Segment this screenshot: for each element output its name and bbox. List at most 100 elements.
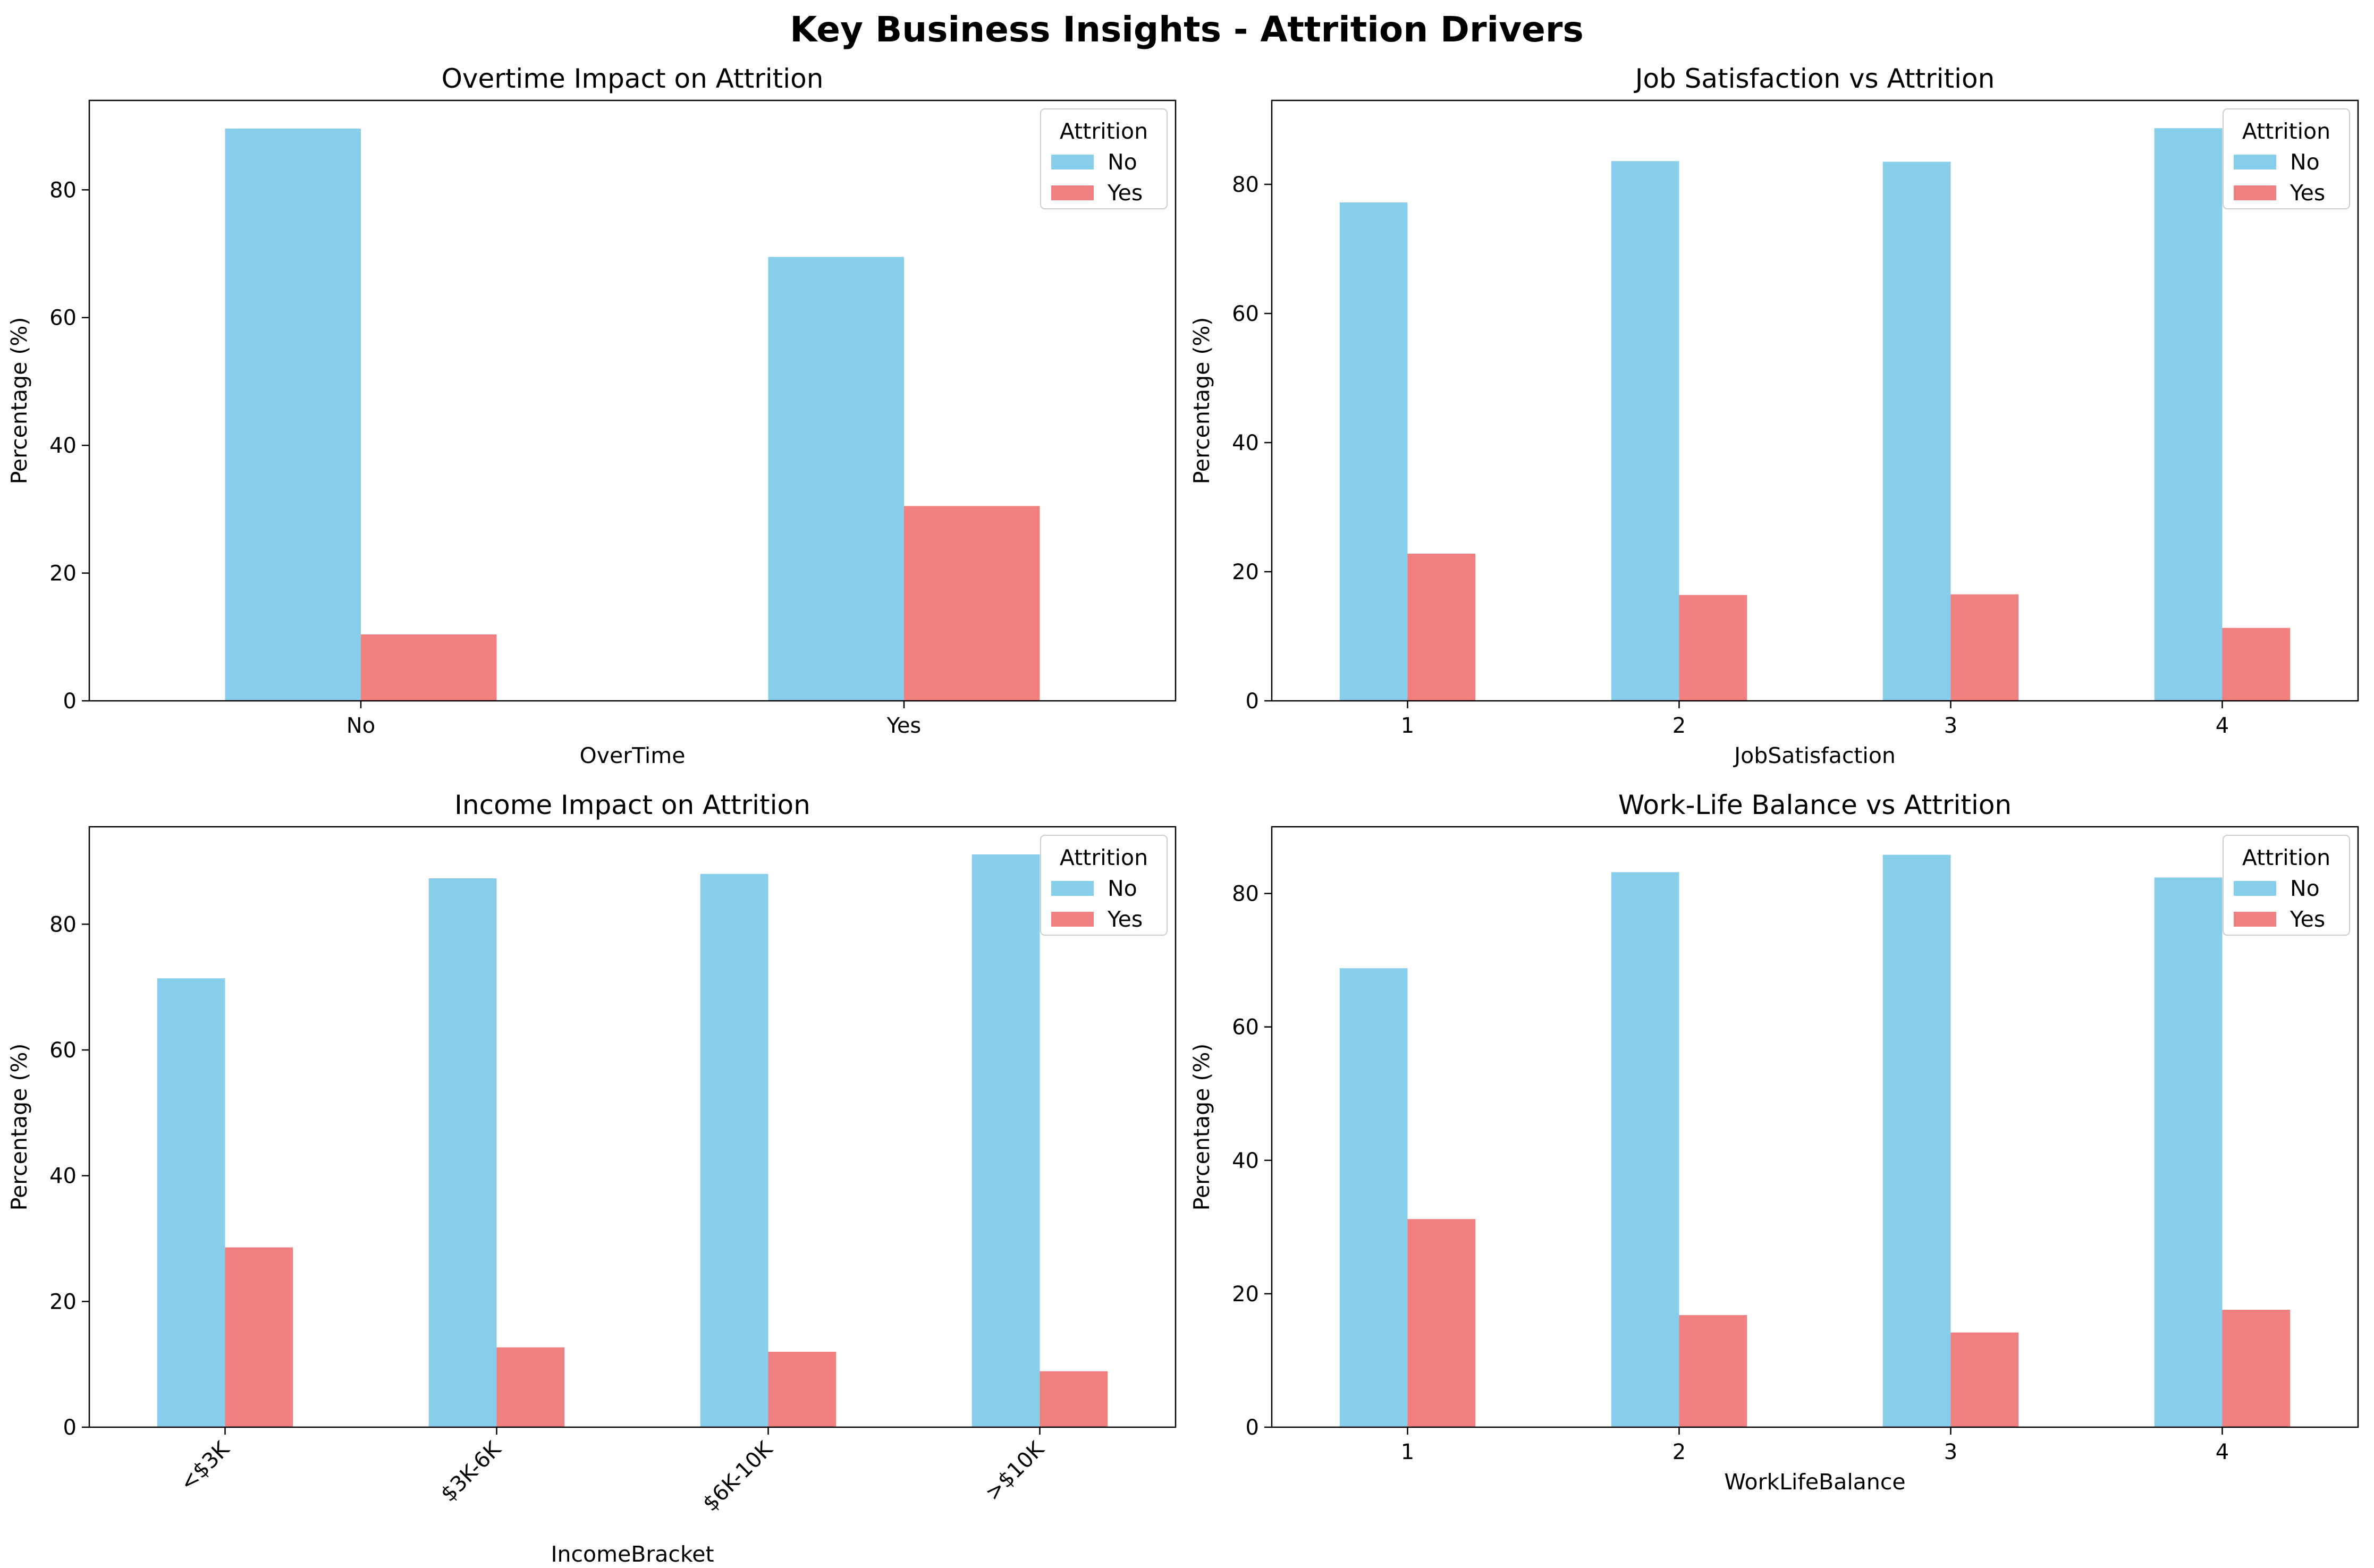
bar-no-3 <box>1882 162 1951 701</box>
bar-yes-2 <box>1679 595 1747 701</box>
axes-frame <box>88 99 1177 702</box>
legend: Attrition No Yes <box>1040 835 1168 936</box>
bar-yes-2 <box>904 506 1040 701</box>
bar-no-2 <box>1611 161 1679 701</box>
chart-panel-1: Overtime Impact on Attrition 0 20 40 60 80 No Y… <box>6 63 1177 768</box>
x-axis-label: OverTime <box>580 743 686 768</box>
y-tick-label: 20 <box>1232 1282 1259 1307</box>
bars <box>225 128 1040 701</box>
bar-yes-1 <box>1407 1219 1476 1427</box>
bar-yes-4 <box>2222 1310 2291 1427</box>
bar-yes-1 <box>225 1247 293 1427</box>
x-tick-label: 4 <box>2216 714 2229 738</box>
panel-title: Income Impact on Attrition <box>454 790 810 820</box>
y-tick-label: 60 <box>1232 1015 1259 1040</box>
bars <box>1339 128 2291 701</box>
bar-yes-3 <box>768 1352 837 1427</box>
legend-box <box>1040 108 1168 209</box>
legend-title: Attrition <box>1060 118 1148 144</box>
y-tick-label: 60 <box>1232 302 1259 326</box>
legend-swatch-yes <box>1051 912 1094 927</box>
legend-label-yes: Yes <box>1107 906 1143 932</box>
x-axis-label: JobSatisfaction <box>1733 743 1896 768</box>
y-tick-label: 20 <box>49 562 77 586</box>
bar-yes-3 <box>1950 594 2019 701</box>
bar-yes-1 <box>361 634 497 701</box>
x-tick-label: 2 <box>1672 1440 1686 1464</box>
y-tick-label: 40 <box>49 1164 77 1189</box>
bar-no-2 <box>768 257 904 701</box>
x-tick-label: 1 <box>1401 1440 1414 1464</box>
bar-yes-4 <box>1040 1371 1108 1427</box>
legend-swatch-no <box>2234 155 2276 169</box>
bar-no-2 <box>428 878 497 1427</box>
x-tick-label: <$3K <box>175 1436 235 1496</box>
y-axis-label: Percentage (%) <box>6 1044 32 1211</box>
bar-no-1 <box>1339 968 1408 1427</box>
bar-no-3 <box>1882 854 1951 1427</box>
legend: Attrition No Yes <box>2223 835 2350 936</box>
panel-title: Overtime Impact on Attrition <box>442 63 824 94</box>
bar-no-2 <box>1611 872 1679 1427</box>
legend-box <box>2223 835 2350 936</box>
y-tick-label: 40 <box>1232 431 1259 455</box>
y-tick-label: 60 <box>49 306 77 330</box>
bar-yes-2 <box>496 1347 565 1427</box>
legend-label-no: No <box>2290 149 2320 175</box>
y-tick-label: 80 <box>49 178 77 202</box>
bar-yes-3 <box>1950 1332 2019 1427</box>
x-tick-label: 3 <box>1944 1440 1957 1464</box>
y-tick-label: 0 <box>63 1416 77 1440</box>
legend-title: Attrition <box>2242 118 2330 144</box>
legend-swatch-yes <box>2234 185 2276 200</box>
y-tick-label: 80 <box>1232 173 1259 197</box>
legend-swatch-no <box>1051 881 1094 896</box>
y-tick-label: 0 <box>1246 1416 1259 1440</box>
axes-frame <box>1271 826 2359 1428</box>
bar-no-1 <box>157 978 225 1427</box>
bar-no-1 <box>225 128 361 701</box>
figure-title: Key Business Insights - Attrition Driver… <box>790 9 1584 50</box>
y-axis-label: Percentage (%) <box>1189 1044 1214 1211</box>
legend: Attrition No Yes <box>2223 108 2350 209</box>
y-tick-label: 80 <box>49 912 77 937</box>
legend-title: Attrition <box>1060 845 1148 870</box>
y-tick-label: 20 <box>1232 560 1259 584</box>
legend-label-yes: Yes <box>1107 180 1143 206</box>
x-tick-label: No <box>347 714 375 738</box>
x-tick-label: Yes <box>886 714 922 738</box>
bar-no-1 <box>1339 202 1408 701</box>
axes-frame <box>88 826 1177 1428</box>
y-tick-label: 40 <box>49 434 77 458</box>
y-tick-label: 20 <box>49 1290 77 1314</box>
legend-label-no: No <box>1108 876 1137 901</box>
x-axis-label: WorkLifeBalance <box>1724 1469 1905 1495</box>
bar-yes-2 <box>1679 1315 1747 1427</box>
y-tick-label: 80 <box>1232 882 1259 906</box>
bars <box>1339 854 2291 1427</box>
panel-title: Job Satisfaction vs Attrition <box>1634 63 1995 94</box>
x-tick-label: 1 <box>1401 714 1414 738</box>
legend: Attrition No Yes <box>1040 108 1168 209</box>
panel-title: Work-Life Balance vs Attrition <box>1618 790 2012 820</box>
legend-swatch-yes <box>2234 912 2276 927</box>
legend-box <box>1040 835 1168 936</box>
legend-swatch-no <box>2234 881 2276 896</box>
legend-swatch-no <box>1051 155 1094 169</box>
legend-label-no: No <box>2290 876 2320 901</box>
bar-no-4 <box>2154 128 2223 701</box>
bar-yes-4 <box>2222 628 2291 701</box>
x-tick-label: $3K-6K <box>436 1436 506 1506</box>
y-tick-label: 60 <box>49 1038 77 1063</box>
x-tick-label: $6K-10K <box>698 1436 778 1516</box>
bar-no-4 <box>2154 877 2223 1427</box>
legend-label-no: No <box>1108 149 1137 175</box>
legend-title: Attrition <box>2242 845 2330 870</box>
bars <box>157 854 1108 1427</box>
x-tick-label: 2 <box>1672 714 1686 738</box>
legend-swatch-yes <box>1051 185 1094 200</box>
y-tick-label: 40 <box>1232 1149 1259 1173</box>
legend-label-yes: Yes <box>2289 906 2325 932</box>
